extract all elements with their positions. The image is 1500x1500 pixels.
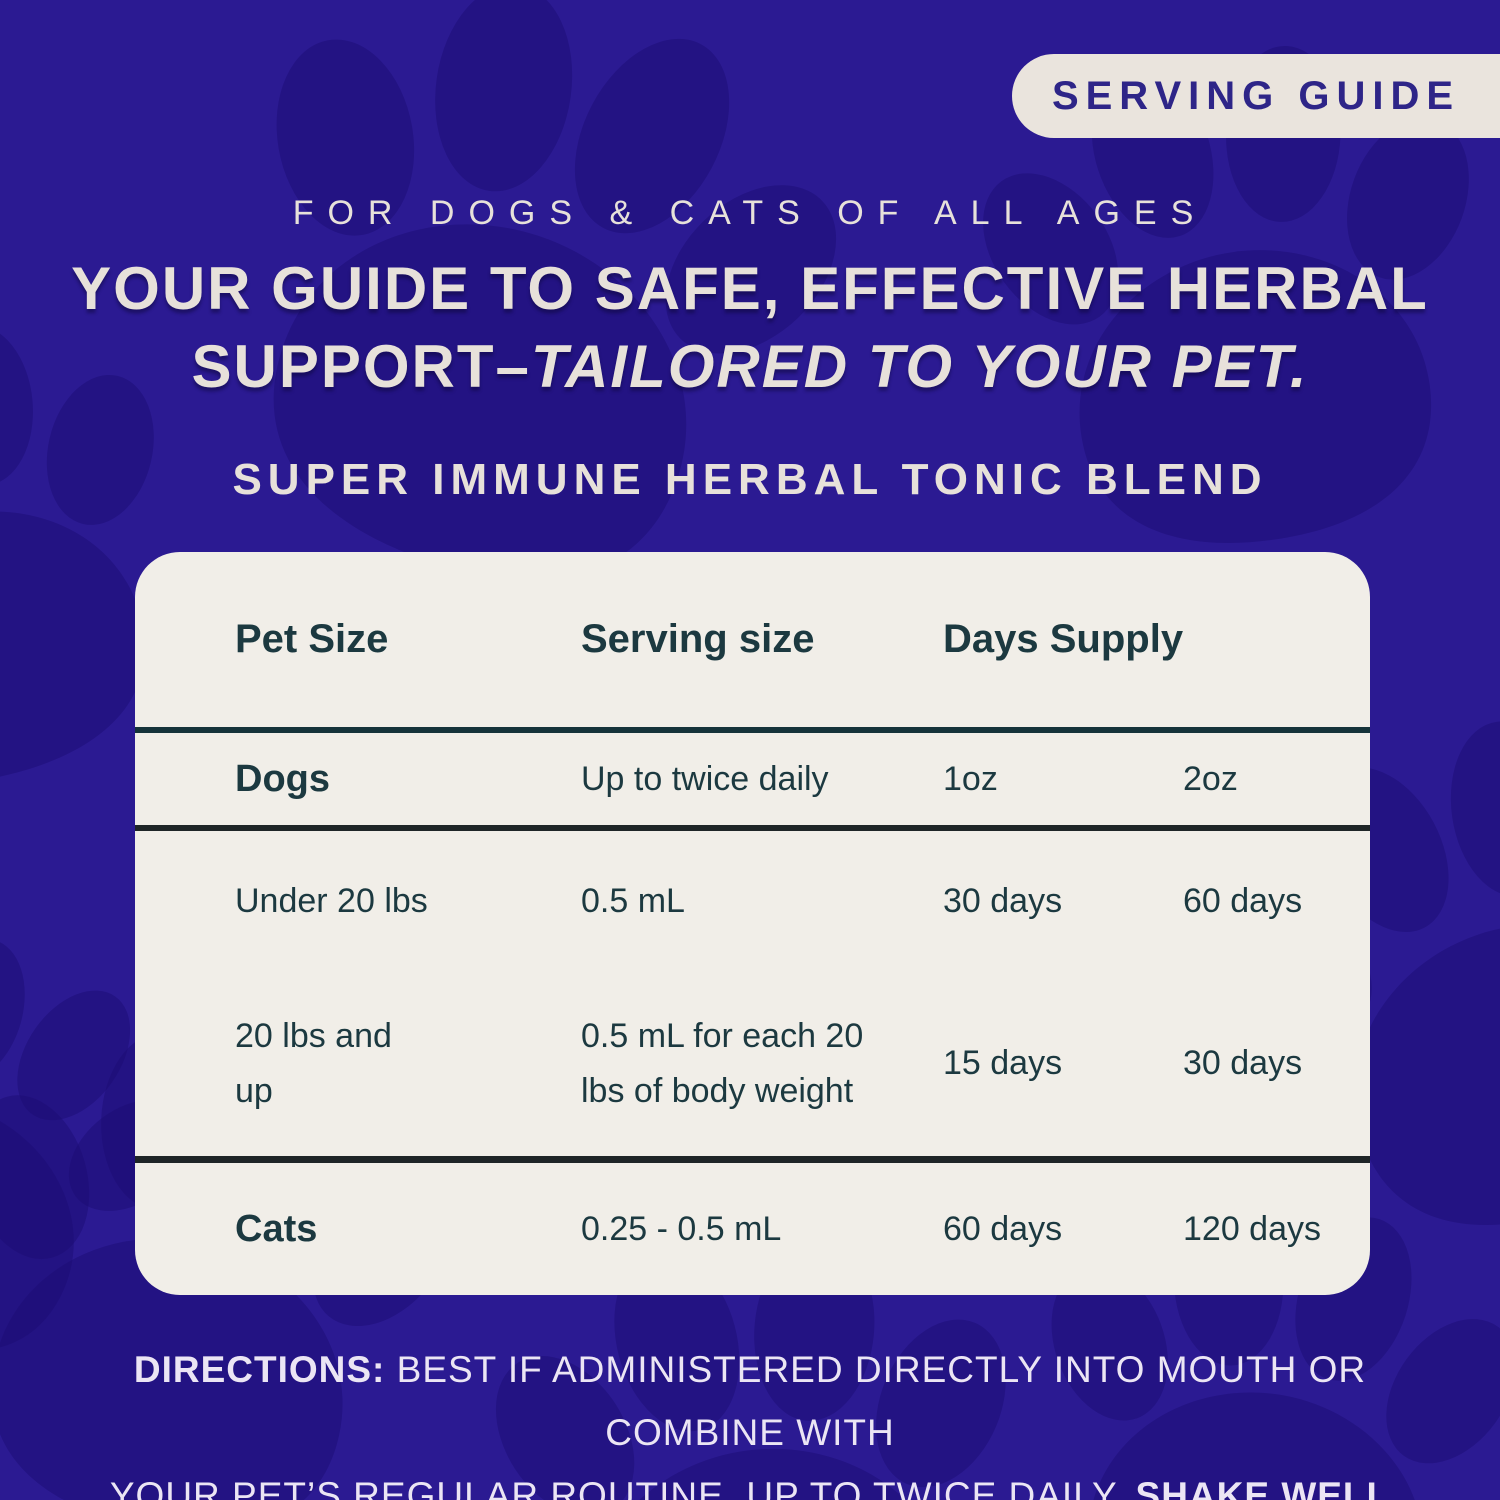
cell-supply-1oz: 60 days [943, 1209, 1063, 1248]
cell-supply-2oz: 60 days [1183, 881, 1303, 920]
column-header-days-supply: Days Supply [943, 617, 1184, 661]
cell-pet-size: 20 lbs and up [235, 1017, 392, 1110]
product-name-subtitle: SUPER IMMUNE HERBAL TONIC BLEND [232, 455, 1268, 504]
cell-supply-2oz: 30 days [1183, 1044, 1303, 1083]
cell-serving: 0.5 mL [581, 881, 685, 920]
cell-pet-size: Dogs [235, 757, 330, 800]
cell-supply-1oz: 15 days [943, 1044, 1063, 1083]
cell-supply-2oz: 120 days [1183, 1209, 1321, 1248]
cell-pet-size: Under 20 lbs [235, 881, 428, 920]
cell-supply-1oz: 30 days [943, 881, 1063, 920]
directions-line-1: DIRECTIONS: BEST IF ADMINISTERED DIRECTL… [133, 1349, 1367, 1453]
cell-serving: Up to twice daily [581, 759, 829, 798]
title-line-2: SUPPORT–TAILORED TO YOUR PET. [191, 333, 1309, 400]
serving-guide-badge-label: SERVING GUIDE [1051, 73, 1461, 118]
cell-serving: 0.25 - 0.5 mL [581, 1209, 782, 1248]
directions-text: DIRECTIONS: BEST IF ADMINISTERED DIRECTL… [40, 1338, 1460, 1500]
eyebrow-text: FOR DOGS & CATS OF ALL AGES [292, 194, 1208, 232]
column-header-pet-size: Pet Size [235, 617, 389, 661]
table-header-row: Pet Size Serving size Days Supply [135, 552, 1370, 727]
cell-serving: 0.5 mL for each 20 lbs of body weight [581, 1017, 864, 1110]
cell-supply-2oz: 2oz [1183, 759, 1238, 798]
table-row-dogs: Dogs Up to twice daily 1oz 2oz [135, 727, 1370, 825]
shake-well-emphasis: SHAKE WELL BEFORE USING. [1135, 1475, 1391, 1500]
cell-supply-1oz: 1oz [943, 759, 998, 798]
directions-line-2: YOUR PET’S REGULAR ROUTINE, UP TO TWICE … [40, 1464, 1460, 1500]
title-line-1: YOUR GUIDE TO SAFE, EFFECTIVE HERBAL [71, 255, 1429, 322]
page-title: YOUR GUIDE TO SAFE, EFFECTIVE HERBAL SUPP… [0, 250, 1500, 406]
column-header-serving-size: Serving size [581, 617, 815, 661]
serving-table: Pet Size Serving size Days Supply Dogs U… [135, 552, 1370, 1295]
table-row-cats: Cats 0.25 - 0.5 mL 60 days 120 days [135, 1156, 1370, 1295]
directions-label: DIRECTIONS: [133, 1349, 386, 1390]
serving-guide-badge: SERVING GUIDE [1012, 54, 1500, 138]
cell-pet-size: Cats [235, 1207, 318, 1250]
table-rows-dog-weights: Under 20 lbs 0.5 mL 30 days 60 days 20 l… [135, 825, 1370, 1156]
